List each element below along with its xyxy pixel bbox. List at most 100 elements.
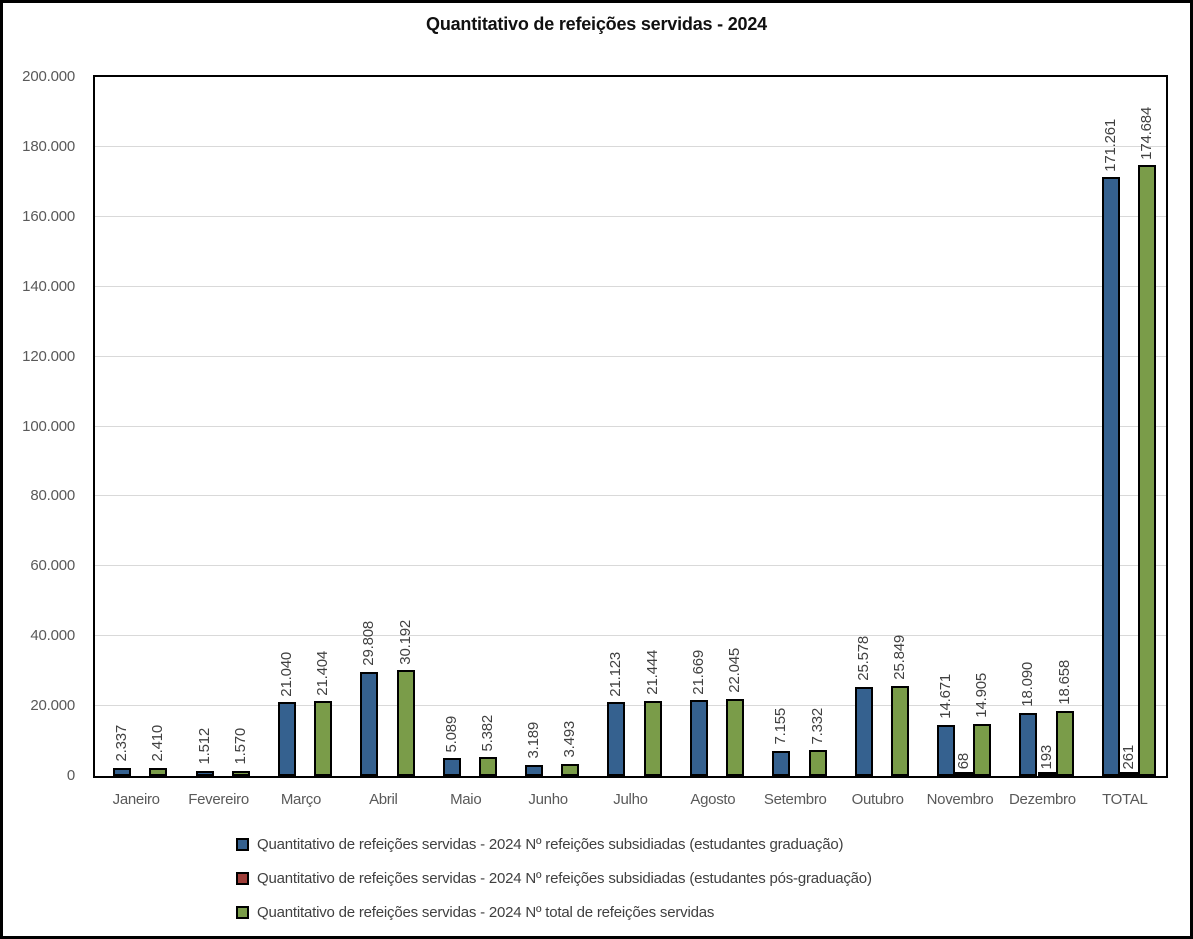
gridline: [95, 355, 1166, 357]
bar-graduacao: [772, 751, 791, 776]
bar-value-label: 2.410: [149, 725, 167, 762]
bar-pos-graduacao: [1037, 772, 1056, 776]
legend-swatch-icon: [236, 871, 249, 885]
legend-swatch-icon: [236, 905, 249, 919]
bar-value-label: 68: [955, 752, 973, 769]
bar-graduacao: [113, 767, 132, 776]
y-axis-tick-label: 0: [66, 767, 75, 784]
x-axis-tick-label: Abril: [369, 791, 398, 808]
bar-graduacao: [277, 702, 296, 776]
x-axis-tick-label: Junho: [528, 791, 568, 808]
bar-total: [149, 767, 168, 776]
bar-value-label: 2.337: [113, 725, 131, 762]
bar-value-label: 21.444: [643, 650, 661, 696]
gridline: [95, 285, 1166, 287]
bar-value-label: 193: [1037, 744, 1055, 769]
x-axis-tick-label: Setembro: [763, 791, 827, 808]
y-axis-tick-label: 140.000: [22, 277, 75, 295]
bar-value-label: 25.849: [890, 634, 908, 680]
bar-value-label: 7.332: [808, 707, 826, 745]
gridline: [95, 565, 1166, 567]
bar-total: [726, 698, 745, 776]
gridline: [95, 145, 1166, 147]
bar-graduacao: [854, 686, 873, 776]
gridline: [95, 705, 1166, 707]
x-axis-tick-label: Fevereiro: [188, 791, 249, 808]
x-axis-tick-label: Março: [280, 791, 322, 808]
bar-value-label: 5.089: [442, 715, 460, 753]
bar-total: [973, 723, 992, 776]
bar-total: [1138, 165, 1157, 776]
bar-value-label: 22.045: [726, 648, 744, 693]
gridline: [95, 495, 1166, 497]
x-axis-tick-label: TOTAL: [1102, 791, 1148, 808]
bar-pos-graduacao: [1119, 772, 1138, 776]
legend-item: Quantitativo de refeições servidas - 202…: [236, 868, 872, 888]
x-axis-tick-label: Agosto: [690, 791, 736, 808]
legend-label: Quantitativo de refeições servidas - 202…: [257, 835, 844, 853]
bar-total: [808, 750, 827, 776]
y-axis-tick-label: 120.000: [22, 347, 75, 365]
y-axis-tick-label: 160.000: [22, 207, 75, 225]
x-axis-tick-label: Janeiro: [112, 791, 160, 808]
legend-item: Quantitativo de refeições servidas - 202…: [236, 902, 872, 922]
y-axis-tick-label: 40.000: [30, 627, 75, 645]
bar-total: [1055, 710, 1074, 776]
bar-value-label: 21.040: [277, 651, 295, 697]
bar-total: [643, 701, 662, 776]
y-axis-tick-label: 100.000: [22, 417, 75, 435]
bar-pos-graduacao: [955, 772, 974, 776]
bar-value-label: 3.189: [525, 722, 543, 759]
bar-graduacao: [937, 724, 956, 776]
bar-total: [396, 670, 415, 776]
bar-total: [314, 701, 333, 776]
bar-value-label: 30.192: [396, 619, 414, 665]
bar-total: [890, 685, 909, 776]
bar-total: [561, 763, 580, 776]
bar-value-label: 21.669: [689, 649, 707, 695]
x-axis-tick-label: Outubro: [851, 791, 904, 808]
bar-graduacao: [1101, 177, 1120, 776]
bar-value-label: 7.155: [772, 708, 790, 745]
bar-value-label: 21.123: [607, 651, 625, 697]
x-axis-tick-label: Dezembro: [1009, 791, 1076, 808]
bar-graduacao: [607, 702, 626, 776]
gridline: [95, 215, 1166, 217]
bar-value-label: 18.090: [1019, 662, 1037, 707]
bar-value-label: 25.578: [854, 635, 872, 681]
legend-swatch-icon: [236, 837, 249, 851]
gridline: [95, 425, 1166, 427]
y-axis-tick-label: 80.000: [30, 487, 75, 505]
legend-label: Quantitativo de refeições servidas - 202…: [257, 869, 872, 887]
bar-total: [478, 757, 497, 776]
bar-value-label: 18.658: [1055, 660, 1073, 705]
gridline: [95, 635, 1166, 637]
chart-title: Quantitativo de refeições servidas - 202…: [426, 14, 767, 34]
bar-value-label: 1.512: [195, 728, 213, 765]
legend-label: Quantitativo de refeições servidas - 202…: [257, 903, 715, 921]
y-axis-tick-label: 60.000: [30, 557, 75, 575]
y-axis-tick-label: 180.000: [22, 137, 75, 155]
chart-legend: Quantitativo de refeições servidas - 202…: [236, 834, 872, 936]
bar-value-label: 261: [1119, 744, 1137, 769]
bar-graduacao: [525, 764, 544, 776]
bar-value-label: 5.382: [478, 714, 496, 752]
y-axis-tick-label: 20.000: [30, 697, 75, 715]
bar-value-label: 29.808: [360, 621, 378, 666]
bar-value-label: 14.671: [937, 674, 955, 719]
bar-value-label: 174.684: [1138, 106, 1156, 160]
bar-value-label: 14.905: [973, 673, 991, 718]
bar-total: [231, 770, 250, 776]
bar-value-label: 171.261: [1101, 118, 1119, 172]
bar-graduacao: [1019, 712, 1038, 776]
bar-graduacao: [195, 770, 214, 776]
y-axis-tick-label: 200.000: [22, 68, 75, 85]
bar-graduacao: [689, 700, 708, 776]
x-axis-tick-label: Julho: [613, 791, 648, 808]
legend-item: Quantitativo de refeições servidas - 202…: [236, 834, 872, 854]
bar-graduacao: [442, 758, 461, 776]
bar-value-label: 3.493: [561, 721, 579, 758]
bar-graduacao: [360, 671, 379, 776]
bar-value-label: 1.570: [231, 727, 249, 765]
